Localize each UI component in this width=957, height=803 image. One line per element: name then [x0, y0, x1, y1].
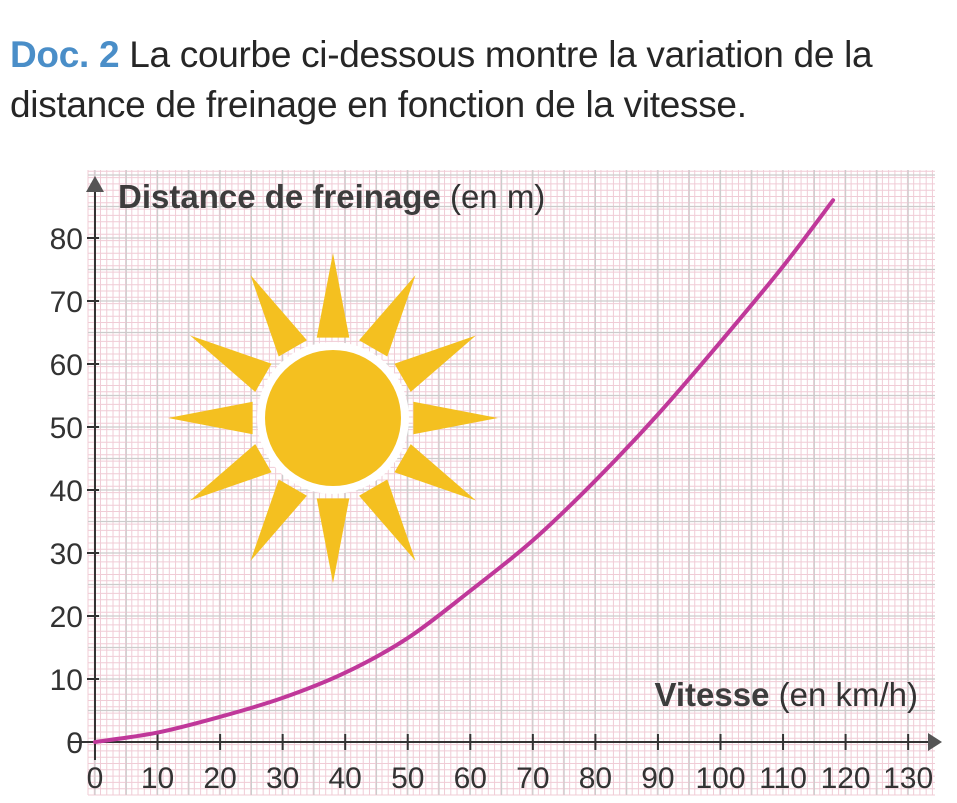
y-axis-label-name: Distance de freinage — [118, 178, 441, 215]
y-axis-arrow — [86, 176, 104, 192]
sun-ray — [413, 401, 498, 435]
y-tick-label: 10 — [50, 664, 83, 697]
x-tick-label: 30 — [266, 762, 299, 795]
y-tick-label: 70 — [50, 286, 83, 319]
x-tick-label: 110 — [759, 762, 807, 795]
y-tick-label: 40 — [50, 475, 83, 508]
y-tick-label: 60 — [50, 349, 83, 382]
doc-label: Doc. 2 — [10, 34, 120, 75]
x-tick-label: 70 — [516, 762, 549, 795]
sun-icon — [168, 253, 498, 583]
sun-ray — [394, 444, 476, 501]
sun-ray — [250, 275, 307, 357]
y-tick-label: 0 — [66, 727, 83, 760]
y-tick-label: 20 — [50, 601, 83, 634]
sun-ray — [168, 401, 253, 435]
y-axis-label: Distance de freinage (en m) — [118, 178, 545, 215]
x-axis-arrow — [928, 733, 942, 751]
x-tick-label: 100 — [695, 762, 745, 795]
sun-ray — [394, 335, 476, 392]
x-axis-label: Vitesse (en km/h) — [654, 676, 918, 713]
x-tick-label: 60 — [454, 762, 487, 795]
y-tick-labels: 0 10 20 30 40 50 60 70 80 — [50, 223, 83, 760]
x-tick-label: 120 — [821, 762, 871, 795]
sun-ray — [316, 253, 350, 338]
y-tick-label: 50 — [50, 412, 83, 445]
sun-core — [265, 350, 401, 486]
x-tick-label: 50 — [391, 762, 424, 795]
sun-ray — [359, 275, 416, 357]
caption: Doc. 2 La courbe ci-dessous montre la va… — [10, 30, 940, 130]
sun-ray — [190, 444, 272, 501]
x-tick-label: 20 — [203, 762, 236, 795]
x-tick-label: 90 — [641, 762, 674, 795]
caption-text: La courbe ci-dessous montre la variation… — [10, 34, 873, 125]
y-tick-label: 30 — [50, 538, 83, 571]
braking-curve — [93, 198, 836, 744]
y-tick-label: 80 — [50, 223, 83, 256]
x-tick-label: 130 — [883, 762, 933, 795]
sun-ray — [316, 498, 350, 583]
x-tick-label: 0 — [87, 762, 104, 795]
sun-ray — [250, 479, 307, 561]
x-axis-label-name: Vitesse — [654, 676, 769, 713]
sun-ray — [359, 479, 416, 561]
x-tick-labels: 0 10 20 30 40 50 60 70 80 90 100 110 120 130 — [87, 762, 934, 795]
x-tick-label: 80 — [579, 762, 612, 795]
x-tick-label: 10 — [141, 762, 174, 795]
sun-ray — [190, 335, 272, 392]
x-axis-label-unit: (en km/h) — [779, 676, 918, 713]
y-axis-label-unit: (en m) — [450, 178, 545, 215]
axes — [70, 176, 942, 760]
x-tick-label: 40 — [329, 762, 362, 795]
